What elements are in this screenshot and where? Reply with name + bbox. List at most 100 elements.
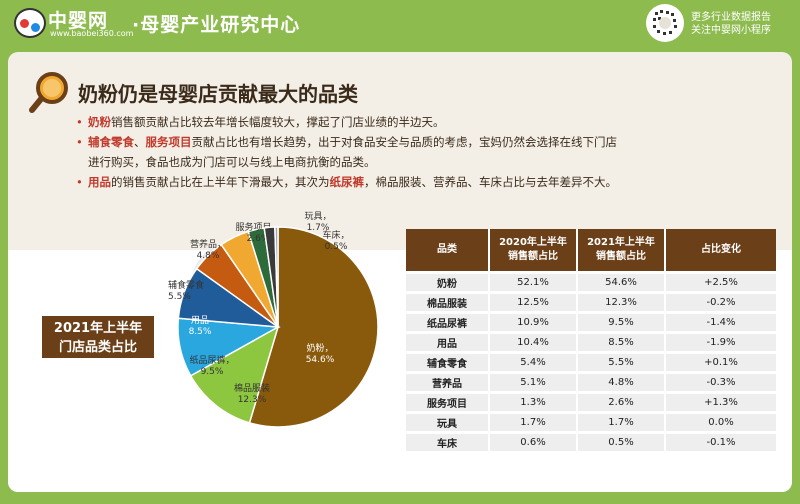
category-cell: 用品 [406,334,490,351]
qr-code-icon [646,4,684,42]
value-cell: 2.6% [578,394,666,411]
chart-label-box: 2021年上半年 门店品类占比 [42,316,154,358]
chart-label-line1: 2021年上半年 [53,321,143,336]
table-row: 服务项目 1.3% 2.6% +1.3% [406,394,776,411]
value-cell: 5.5% [578,354,666,371]
category-cell: 纸品尿裤 [406,314,490,331]
magnifier-icon [29,72,68,113]
column-header: 2020年上半年 销售额占比 [490,229,578,271]
bullet-text: 、 [134,135,146,149]
table-row: 辅食零食 5.4% 5.5% +0.1% [406,354,776,371]
slice-label-2: 纸品尿裤， 9.5% [189,354,234,377]
slice-label-3: 用品 8.5% [189,315,212,337]
value-cell: 1.7% [490,414,578,431]
value-cell: 8.5% [578,334,666,351]
logo-mascot-icon [14,8,46,38]
category-cell: 服务项目 [406,394,490,411]
slice-label-8: 车床， 0.5% [322,229,349,252]
value-cell: 12.3% [578,294,666,311]
logo-url: www.baobei360.com [50,29,134,38]
logo-name: 中婴网 [48,10,109,32]
table-row: 车床 0.6% 0.5% -0.1% [406,434,776,451]
column-header: 2021年上半年 销售额占比 [578,229,666,271]
header-line: 销售额占比 [596,251,646,262]
value-cell: 52.1% [490,274,578,291]
value-cell: 5.1% [490,374,578,391]
value-cell: -1.9% [666,334,776,351]
qr-caption: 更多行业数据报告 关注中婴网小程序 [691,11,771,37]
value-cell: 9.5% [578,314,666,331]
header-title: ·母婴产业研究中心 [132,14,301,36]
top-bar: 中婴网 www.baobei360.com ·母婴产业研究中心 更多行业数据报告… [0,0,800,46]
footer-brand-text: 母婴大数据研究院 [66,476,155,489]
footer-brand-name: 汇员帮 [24,475,64,490]
value-cell: -0.3% [666,374,776,391]
value-cell: -0.2% [666,294,776,311]
bullet-list: 奶粉销售额贡献占比较去年增长幅度较大，撑起了门店业绩的半边天。 辅食零食、服务项… [76,112,786,192]
value-cell: 0.5% [578,434,666,451]
value-cell: 1.3% [490,394,578,411]
category-cell: 营养品 [406,374,490,391]
value-cell: +1.3% [666,394,776,411]
value-cell: +0.1% [666,354,776,371]
value-cell: 12.5% [490,294,578,311]
table-header-row: 品类 2020年上半年 销售额占比 2021年上半年 销售额占比 占比变化 [406,229,776,271]
slice-label-7: 玩具， 1.7% [304,211,331,233]
category-cell: 奶粉 [406,274,490,291]
bullet-text: 销售额贡献占比较去年增长幅度较大，撑起了门店业绩的半边天。 [111,115,445,129]
table-row: 奶粉 52.1% 54.6% +2.5% [406,274,776,291]
value-cell: 0.6% [490,434,578,451]
slice-label-5: 营养品， 4.8% [190,238,226,261]
pie-chart: 奶粉， 54.6% 棉品服装 12.3%纸品尿裤， 9.5% 用品 8.5% 辅食零食 5.5%… [168,211,379,428]
table-row: 营养品 5.1% 4.8% -0.3% [406,374,776,391]
value-cell: +2.5% [666,274,776,291]
slice-label-0: 奶粉， 54.6% [306,342,335,365]
data-table: 品类 2020年上半年 销售额占比 2021年上半年 销售额占比 占比变化 奶粉 52… [406,226,776,454]
bullet-highlight: 纸尿裤 [329,175,365,189]
pie-slice-0 [248,226,379,428]
table-row: 玩具 1.7% 1.7% 0.0% [406,414,776,431]
value-cell: -1.4% [666,314,776,331]
header-line: 销售额占比 [508,251,558,262]
bullet-text: ，棉品服装、营养品、车床占比与去年差异不大。 [364,175,617,189]
value-cell: 4.8% [578,374,666,391]
page-title: 奶粉仍是母婴店贡献最大的品类 [78,82,358,106]
value-cell: 54.6% [578,274,666,291]
header-line: 2020年上半年 [499,237,567,248]
slice-label-4: 辅食零食 5.5% [168,279,204,302]
value-cell: 10.4% [490,334,578,351]
table-row: 用品 10.4% 8.5% -1.9% [406,334,776,351]
qr-caption-line2: 关注中婴网小程序 [691,25,771,36]
column-header: 品类 [406,229,490,271]
header-line: 品类 [437,244,457,255]
bullet-continuation: 进行购买，食品也成为门店可以与线上电商抗衡的品类。 [88,155,376,169]
bullet-highlight: 服务项目 [145,135,192,149]
header-line: 2021年上半年 [587,237,655,248]
header-line: 占比变化 [701,244,741,255]
bullet-text: 的销售贡献占比在上半年下滑最大，其次为 [111,175,330,189]
value-cell: 5.4% [490,354,578,371]
bullet-highlight: 辅食零食 [88,135,134,149]
bullet-item: 辅食零食、服务项目贡献占比也有增长趋势，出于对食品安全与品质的考虑，宝妈仍然会选… [76,132,786,152]
slice-label-1: 棉品服装 12.3% [234,382,270,405]
bullet-item: 用品的销售贡献占比在上半年下滑最大，其次为纸尿裤，棉品服装、营养品、车床占比与去… [76,172,786,192]
category-cell: 棉品服装 [406,294,490,311]
category-cell: 车床 [406,434,490,451]
pie-slice-8 [274,226,279,328]
value-cell: -0.1% [666,434,776,451]
bullet-highlight: 用品 [88,175,111,189]
table-row: 棉品服装 12.5% 12.3% -0.2% [406,294,776,311]
bullet-item: 奶粉销售额贡献占比较去年增长幅度较大，撑起了门店业绩的半边天。 [76,112,786,132]
category-cell: 辅食零食 [406,354,490,371]
pie-slice-1 [189,325,280,424]
footer-brand: 汇员帮 母婴大数据研究院 [24,471,155,490]
value-cell: 1.7% [578,414,666,431]
chart-label-line2: 门店品类占比 [58,340,137,355]
value-cell: 0.0% [666,414,776,431]
bullet-highlight: 奶粉 [88,115,111,129]
table-row: 纸品尿裤 10.9% 9.5% -1.4% [406,314,776,331]
value-cell: 10.9% [490,314,578,331]
category-cell: 玩具 [406,414,490,431]
qr-caption-line1: 更多行业数据报告 [691,12,771,23]
column-header: 占比变化 [666,229,776,271]
